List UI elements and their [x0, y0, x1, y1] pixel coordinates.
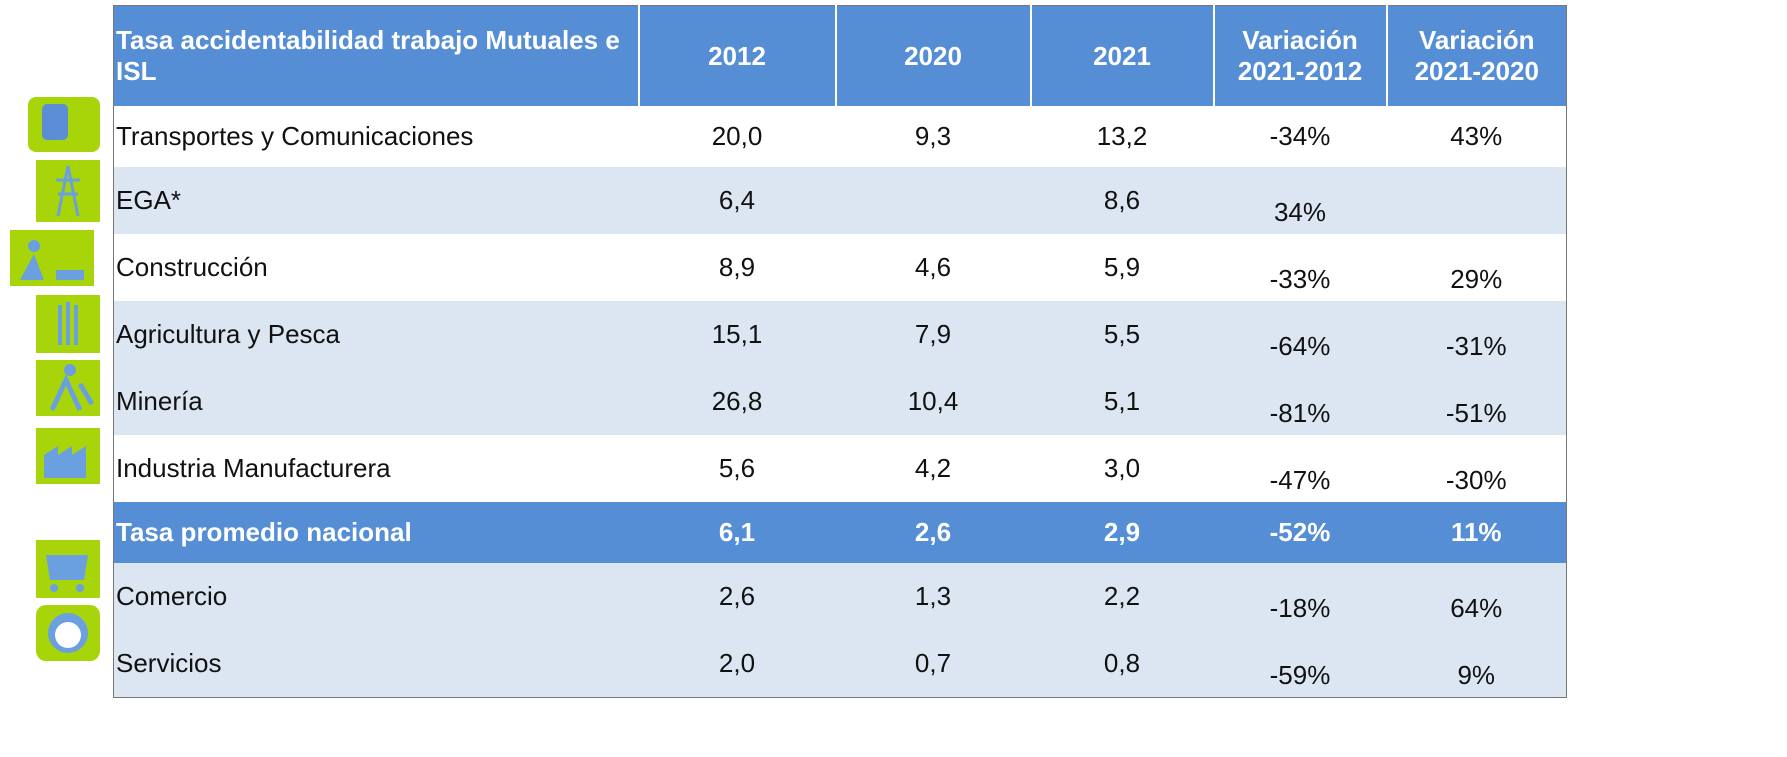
- row-label: Comercio: [113, 563, 639, 630]
- cell: -34%: [1213, 106, 1387, 167]
- cell: -18%: [1213, 563, 1387, 630]
- cell: 64%: [1386, 563, 1567, 630]
- header-cell: Variación 2021-2012: [1212, 5, 1387, 106]
- table-row: EGA* 6,4 8,6 34%: [113, 167, 1567, 234]
- row-label: Servicios: [113, 630, 639, 698]
- cell: 10,4: [835, 368, 1031, 435]
- table-row: Agricultura y Pesca 15,1 7,9 5,5 -64% -31%: [113, 301, 1567, 368]
- row-label: Industria Manufacturera: [113, 435, 639, 502]
- cell: 5,9: [1030, 234, 1214, 301]
- table-row: Servicios 2,0 0,7 0,8 -59% 9%: [113, 630, 1567, 698]
- icon-services: [36, 605, 100, 661]
- cell: 2,2: [1030, 563, 1214, 630]
- icon-industry: [36, 428, 100, 484]
- cell: -52%: [1213, 502, 1387, 563]
- header-cell: Tasa accidentabilidad trabajo Mutuales e…: [113, 5, 639, 106]
- table-row: Transportes y Comunicaciones 20,0 9,3 13,2-…: [113, 106, 1567, 167]
- cell: 11%: [1386, 502, 1567, 563]
- cell: 2,9: [1030, 502, 1214, 563]
- cell: [1386, 167, 1567, 234]
- cell: 9,3: [835, 106, 1031, 167]
- cell: -30%: [1386, 435, 1567, 502]
- cell: 0,7: [835, 630, 1031, 698]
- row-label: Construcción: [113, 234, 639, 301]
- table-row: Minería 26,8 10,4 5,1 -81% -51%: [113, 368, 1567, 435]
- cell: 4,2: [835, 435, 1031, 502]
- cell: 7,9: [835, 301, 1031, 368]
- cell: 4,6: [835, 234, 1031, 301]
- icon-construction: [10, 230, 94, 286]
- icon-agriculture: [36, 295, 100, 353]
- icon-transport: [28, 97, 100, 152]
- row-label: Tasa promedio nacional: [113, 502, 639, 563]
- sector-icons: [10, 97, 100, 661]
- cell: 26,8: [638, 368, 836, 435]
- cell: 15,1: [638, 301, 836, 368]
- cell: -64%: [1213, 301, 1387, 368]
- cell: -51%: [1386, 368, 1567, 435]
- cell: 6,4: [638, 167, 836, 234]
- header-cell: 2012: [637, 5, 836, 106]
- cell: 1,3: [835, 563, 1031, 630]
- cell: 2,0: [638, 630, 836, 698]
- cell: 2,6: [835, 502, 1031, 563]
- icon-mining: [36, 360, 100, 416]
- cell: -47%: [1213, 435, 1387, 502]
- cell: 13,2: [1030, 106, 1214, 167]
- cell: -59%: [1213, 630, 1387, 698]
- data-table: Tasa accidentabilidad trabajo Mutuales e…: [113, 5, 1567, 698]
- cell: 34%: [1213, 167, 1387, 234]
- header-cell: 2020: [834, 5, 1031, 106]
- row-label: Minería: [113, 368, 639, 435]
- cell: 43%: [1386, 106, 1567, 167]
- cell: 8,9: [638, 234, 836, 301]
- cell: 8,6: [1030, 167, 1214, 234]
- table-row: Construcción 8,9 4,6 5,9 -33% 29%: [113, 234, 1567, 301]
- cell: 0,8: [1030, 630, 1214, 698]
- row-label: Transportes y Comunicaciones: [113, 106, 639, 167]
- cell: 20,0: [638, 106, 836, 167]
- cell: 2,6: [638, 563, 836, 630]
- table-row: Industria Manufacturera 5,6 4,2 3,0 -47% -30%: [113, 435, 1567, 502]
- cell: [835, 167, 1031, 234]
- cell: 29%: [1386, 234, 1567, 301]
- cell: 9%: [1386, 630, 1567, 698]
- icon-commerce: [36, 540, 100, 598]
- table-row: Comercio 2,6 1,3 2,2 -18% 64%: [113, 563, 1567, 630]
- header-row: Tasa accidentabilidad trabajo Mutuales e…: [113, 5, 1567, 106]
- cell: -31%: [1386, 301, 1567, 368]
- header-cell: Variación 2021-2020: [1385, 5, 1567, 106]
- cell: -81%: [1213, 368, 1387, 435]
- cell: 5,6: [638, 435, 836, 502]
- cell: -33%: [1213, 234, 1387, 301]
- row-label: EGA*: [113, 167, 639, 234]
- header-cell: 2021: [1029, 5, 1214, 106]
- row-label: Agricultura y Pesca: [113, 301, 639, 368]
- cell: 5,1: [1030, 368, 1214, 435]
- icon-energy: [36, 160, 100, 222]
- table-row: Tasa promedio nacional 6,1 2,6 2,9 -52% 11%: [113, 502, 1567, 563]
- cell: 5,5: [1030, 301, 1214, 368]
- cell: 6,1: [638, 502, 836, 563]
- cell: 3,0: [1030, 435, 1214, 502]
